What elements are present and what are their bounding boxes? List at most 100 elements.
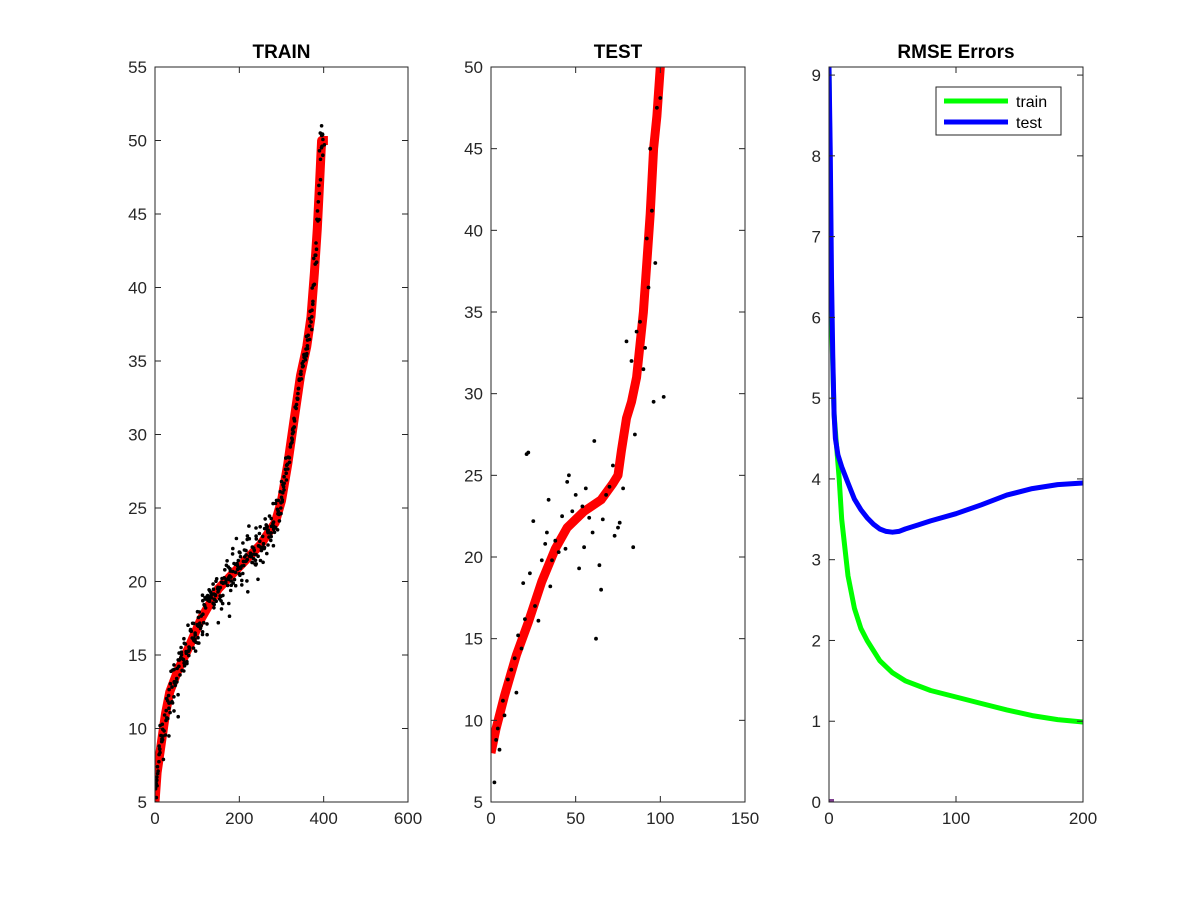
x-tick-label: 0	[824, 809, 833, 828]
train-point	[244, 553, 248, 557]
train-point	[310, 315, 314, 319]
test-point	[514, 690, 519, 695]
test-point	[570, 509, 575, 514]
train-point	[318, 177, 323, 182]
train-point	[284, 471, 289, 476]
train-point	[287, 460, 292, 465]
train-point	[167, 701, 171, 705]
y-tick-label: 7	[812, 228, 821, 247]
test-point	[563, 546, 568, 551]
test-point	[533, 604, 537, 608]
test-point	[616, 525, 620, 530]
train-point	[258, 539, 262, 544]
train-point	[173, 683, 178, 688]
legend-label-train: train	[1016, 94, 1047, 111]
train-point	[187, 653, 191, 658]
y-tick-label: 5	[474, 793, 483, 812]
y-tick-label: 3	[812, 551, 821, 570]
train-point	[247, 536, 252, 541]
test-point	[512, 656, 517, 661]
y-tick-label: 5	[812, 389, 821, 408]
test-point	[643, 346, 647, 350]
test-point	[509, 667, 514, 672]
test-point	[599, 587, 603, 592]
train-point	[158, 750, 162, 755]
train-point	[200, 630, 205, 634]
train-point	[219, 607, 224, 611]
x-tick-label: 600	[394, 809, 422, 828]
train-point	[162, 729, 166, 733]
train-point	[176, 714, 180, 719]
train-point	[209, 595, 214, 600]
train-point	[321, 137, 325, 142]
train-point	[262, 526, 267, 531]
train-point	[310, 308, 314, 313]
train-point	[179, 650, 184, 654]
train-point	[253, 558, 258, 563]
train-point	[256, 577, 260, 582]
train-point	[284, 478, 289, 482]
y-tick-label: 15	[128, 646, 147, 665]
train-point	[305, 346, 310, 351]
train-point	[279, 479, 284, 484]
test-point	[651, 399, 656, 404]
test-point	[607, 484, 612, 489]
train-point	[168, 681, 173, 686]
test-point	[604, 493, 608, 497]
test-point	[658, 96, 663, 100]
test-fit-line	[491, 67, 665, 754]
train-point	[277, 519, 282, 523]
train-point	[231, 546, 235, 551]
train-plot-area	[155, 67, 408, 802]
test-point	[634, 329, 639, 334]
train-point	[309, 320, 313, 324]
x-tick-label: 200	[1069, 809, 1097, 828]
train-point	[294, 406, 299, 411]
train-point	[236, 558, 241, 563]
y-tick-label: 50	[464, 58, 483, 77]
test-point	[556, 550, 561, 554]
train-point	[312, 282, 317, 287]
train-point	[238, 573, 242, 577]
train-point	[314, 260, 319, 265]
test-point	[492, 780, 497, 785]
x-tick-label: 50	[566, 809, 585, 828]
train-point	[201, 620, 206, 625]
train-point	[228, 588, 233, 593]
train-point	[314, 241, 318, 245]
train-point	[258, 558, 263, 563]
train-point	[167, 687, 171, 692]
axes-box	[490, 66, 746, 803]
train-point	[279, 506, 283, 510]
train-point	[192, 621, 196, 626]
test-point	[582, 545, 586, 550]
test-point	[641, 367, 646, 372]
test-point	[546, 497, 551, 502]
y-tick-label: 40	[128, 279, 147, 298]
train-point	[201, 598, 205, 603]
y-tick-label: 4	[812, 470, 821, 489]
y-tick-label: 10	[128, 720, 147, 739]
train-point	[316, 200, 321, 204]
train-point	[200, 632, 205, 637]
train-point	[237, 550, 242, 554]
y-tick-label: 45	[128, 205, 147, 224]
test-point	[567, 473, 571, 478]
y-tick-label: 15	[464, 630, 483, 649]
train-point	[233, 583, 238, 588]
train-point	[155, 784, 159, 788]
train-point	[281, 490, 285, 495]
train-point	[311, 302, 315, 307]
rmse-line-test	[829, 67, 1083, 535]
test-point	[633, 432, 637, 437]
train-point	[212, 606, 216, 610]
test-point	[502, 713, 507, 718]
train-point	[311, 299, 315, 304]
rmse-title: RMSE Errors	[897, 42, 1014, 63]
train-point	[249, 554, 254, 558]
train-axes: 0 200 400 600 5 10 15 20 25 30 35 40 45 50 55	[128, 58, 422, 828]
train-point	[310, 327, 314, 332]
train-point	[288, 445, 293, 449]
train-point	[205, 622, 209, 626]
train-point	[266, 543, 270, 547]
